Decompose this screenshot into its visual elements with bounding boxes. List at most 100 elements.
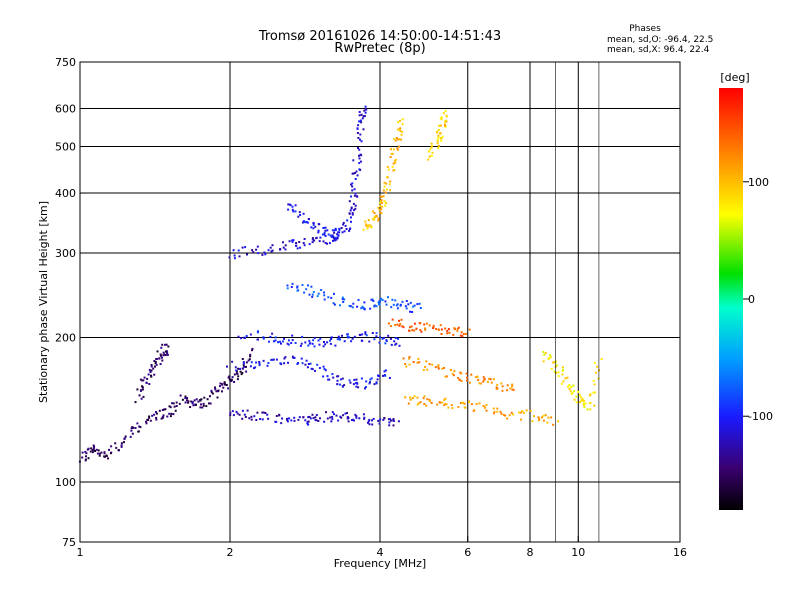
data-point <box>311 413 314 416</box>
data-point <box>295 244 297 247</box>
data-point <box>394 139 397 142</box>
data-point <box>533 415 535 418</box>
data-point <box>426 398 429 401</box>
data-point <box>323 298 326 301</box>
data-point <box>323 294 326 297</box>
data-point <box>324 226 327 229</box>
data-point <box>167 345 170 348</box>
data-point <box>436 131 439 134</box>
data-point <box>361 117 364 120</box>
data-point <box>401 325 404 328</box>
x-tick-label: 6 <box>464 546 471 559</box>
data-point <box>380 201 383 204</box>
colorbar-tick-label: 100 <box>748 176 769 189</box>
data-point <box>302 221 304 224</box>
data-point <box>246 253 248 256</box>
data-point <box>389 337 392 340</box>
data-point <box>482 405 485 407</box>
data-point <box>108 448 110 451</box>
data-point <box>359 138 361 141</box>
data-point <box>404 363 407 365</box>
data-point <box>331 229 334 232</box>
data-point <box>145 420 148 423</box>
data-point <box>155 411 157 413</box>
data-point <box>470 403 473 406</box>
data-point <box>98 452 101 455</box>
data-point <box>384 374 387 377</box>
data-point <box>391 318 394 321</box>
data-point <box>415 327 418 330</box>
data-point <box>283 357 286 360</box>
data-point <box>84 450 87 453</box>
data-point <box>318 223 321 226</box>
data-point <box>582 402 585 405</box>
data-point <box>307 423 310 426</box>
data-point <box>332 376 335 379</box>
data-point <box>286 284 289 287</box>
data-point <box>187 401 190 404</box>
data-point <box>305 288 308 291</box>
data-point <box>478 382 481 385</box>
data-point <box>443 398 446 401</box>
data-point <box>462 401 465 404</box>
data-point <box>338 228 341 231</box>
data-point <box>173 405 176 408</box>
data-point <box>304 363 307 366</box>
data-point <box>346 416 349 418</box>
data-point <box>168 412 171 415</box>
data-point <box>322 227 325 229</box>
data-point <box>557 420 560 423</box>
data-point <box>385 303 388 306</box>
data-point <box>291 239 294 242</box>
data-point <box>392 162 395 165</box>
data-point <box>137 430 140 433</box>
data-point <box>233 254 236 257</box>
data-point <box>291 355 294 358</box>
data-point <box>267 362 270 364</box>
data-point <box>382 418 385 421</box>
data-point <box>236 372 239 375</box>
data-point <box>164 350 167 353</box>
data-point <box>426 368 429 371</box>
data-point <box>412 305 415 308</box>
data-point <box>103 452 106 455</box>
data-point <box>123 437 126 440</box>
data-point <box>250 361 253 364</box>
data-point <box>292 210 295 213</box>
data-point <box>311 237 314 240</box>
data-point <box>476 376 479 379</box>
data-point <box>573 398 576 401</box>
data-point <box>401 300 404 303</box>
data-point <box>96 452 99 455</box>
data-point <box>344 224 347 227</box>
data-point <box>465 372 468 375</box>
data-point <box>384 191 387 194</box>
data-point <box>389 180 392 183</box>
data-point <box>511 383 514 386</box>
data-point <box>268 340 270 343</box>
data-point <box>311 368 314 371</box>
data-point <box>271 332 274 335</box>
data-point <box>357 147 359 149</box>
data-point <box>444 403 447 406</box>
data-point <box>308 415 311 418</box>
data-point <box>385 188 388 191</box>
data-point <box>330 338 333 340</box>
data-point <box>286 419 289 421</box>
data-point <box>236 378 239 381</box>
data-point <box>286 287 289 290</box>
data-point <box>343 384 346 387</box>
data-point <box>457 406 460 409</box>
data-point <box>353 209 355 212</box>
data-point <box>235 369 238 372</box>
data-point <box>184 395 187 398</box>
data-point <box>219 385 221 388</box>
data-point <box>201 406 204 409</box>
data-point <box>189 406 192 408</box>
data-point <box>425 360 428 363</box>
data-point <box>267 417 270 420</box>
data-point <box>149 371 152 373</box>
data-point <box>197 400 200 403</box>
data-point <box>367 420 370 423</box>
data-point <box>291 282 294 285</box>
